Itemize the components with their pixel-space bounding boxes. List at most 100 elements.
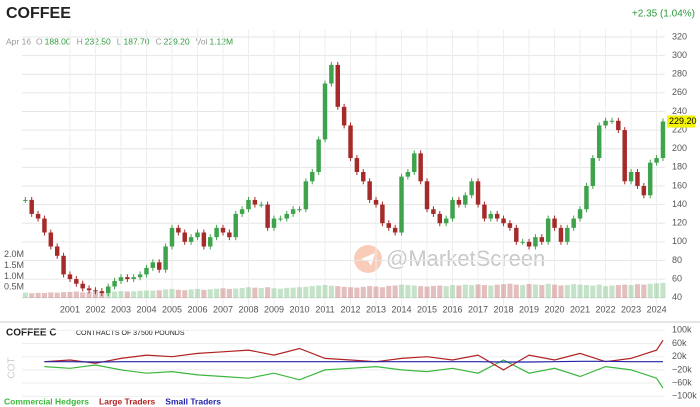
volume-bar (526, 283, 532, 298)
price-grid (22, 30, 665, 307)
y-tick-label: 140 (672, 199, 687, 209)
volume-bar (507, 283, 513, 298)
volume-bar (628, 285, 634, 298)
candle-body (303, 181, 309, 210)
volume-bar (654, 283, 660, 298)
candle-body (545, 218, 551, 242)
volume-tick-label: 2.0M (4, 249, 24, 259)
volume-bar (92, 291, 99, 298)
candle-body (424, 181, 430, 210)
candle-body (482, 204, 487, 219)
candle-body (271, 218, 277, 228)
x-tick-label: 2020 (545, 304, 565, 314)
volume-bar (622, 284, 628, 298)
candle-body (80, 283, 85, 289)
y-tick-label: 180 (672, 162, 687, 172)
volume-bar (449, 285, 456, 298)
volume-bar (596, 284, 602, 298)
x-tick-label: 2008 (238, 304, 258, 314)
volume-bar (29, 293, 35, 298)
y-tick-label: 160 (672, 180, 687, 190)
candle-body (565, 227, 570, 242)
candle-body (392, 227, 398, 233)
x-tick-label: 2012 (340, 304, 360, 314)
volume-bar (112, 291, 118, 298)
ohlc-value: 1.12M (209, 36, 233, 46)
volume-bar (303, 286, 309, 298)
legend-entry: Small Traders (165, 396, 221, 406)
candle-body (456, 199, 462, 205)
candle-body (341, 106, 347, 126)
volume-bar (316, 285, 322, 298)
volume-bar (500, 284, 507, 298)
candle-body (450, 199, 455, 219)
candle-body (660, 121, 666, 159)
x-tick-label: 2016 (443, 304, 463, 314)
candle-body (227, 232, 232, 238)
volume-bar (545, 283, 551, 298)
candle-body (418, 153, 423, 182)
candle-body (310, 171, 315, 182)
volume-bar (201, 289, 207, 298)
volume-bar (411, 285, 417, 298)
candle-body (373, 199, 379, 205)
candle-body (112, 280, 117, 287)
candle-body (488, 213, 494, 219)
ohlc-label: H (77, 36, 83, 46)
cot-tick-label: −20k (672, 364, 692, 374)
volume-bar (258, 288, 264, 298)
volume-bar (226, 288, 232, 298)
volume-bar (86, 291, 92, 298)
volume-bar (424, 286, 430, 298)
candle-body (514, 227, 519, 242)
volume-bar (603, 286, 609, 298)
volume-bar (277, 288, 283, 298)
candle-body (105, 286, 111, 294)
volume-tick-label: 0.5M (4, 282, 24, 292)
candle-body (29, 199, 34, 214)
candle-body (635, 171, 640, 186)
candle-body (609, 120, 615, 122)
candle-body (354, 158, 360, 172)
watermark-glyph (361, 253, 375, 266)
ohlc-value: 229.20 (164, 36, 190, 46)
x-tick-label: 2004 (136, 304, 156, 314)
volume-bar (347, 287, 354, 298)
volume-bar (22, 292, 28, 298)
x-tick-label: 2007 (213, 304, 233, 314)
volume-bar (539, 285, 545, 298)
candle-body (125, 277, 130, 280)
volume-bar (182, 290, 188, 298)
candle-body (176, 227, 181, 233)
ohlc-label: C (156, 36, 162, 46)
candle-body (577, 209, 583, 219)
volume-bar (456, 285, 462, 298)
candle-body (118, 277, 124, 281)
volume-bar (360, 286, 366, 298)
x-tick-label: 2006 (187, 304, 207, 314)
candle-body (463, 195, 468, 205)
candle-body (86, 288, 92, 291)
volume-bar (271, 288, 277, 298)
cot-line (44, 359, 664, 389)
y-tick-label: 200 (672, 143, 687, 153)
volume-bar (564, 285, 570, 298)
volume-bar (418, 286, 424, 298)
volume-bar (265, 287, 271, 298)
volume-bar (73, 291, 79, 298)
candle-body (437, 213, 443, 224)
candle-body (239, 209, 245, 214)
volume-bar (252, 287, 258, 298)
volume-bar (169, 288, 175, 298)
candle-body (297, 209, 302, 211)
candle-body (501, 218, 506, 224)
volume-bar (150, 290, 156, 298)
candle-body (590, 158, 596, 186)
candle-body (380, 204, 385, 224)
x-tick-label: 2005 (162, 304, 182, 314)
volume-bar (462, 284, 468, 298)
candle-body (131, 277, 136, 280)
ohlc-date: Apr 16 (6, 36, 31, 46)
volume-bar (634, 284, 641, 298)
